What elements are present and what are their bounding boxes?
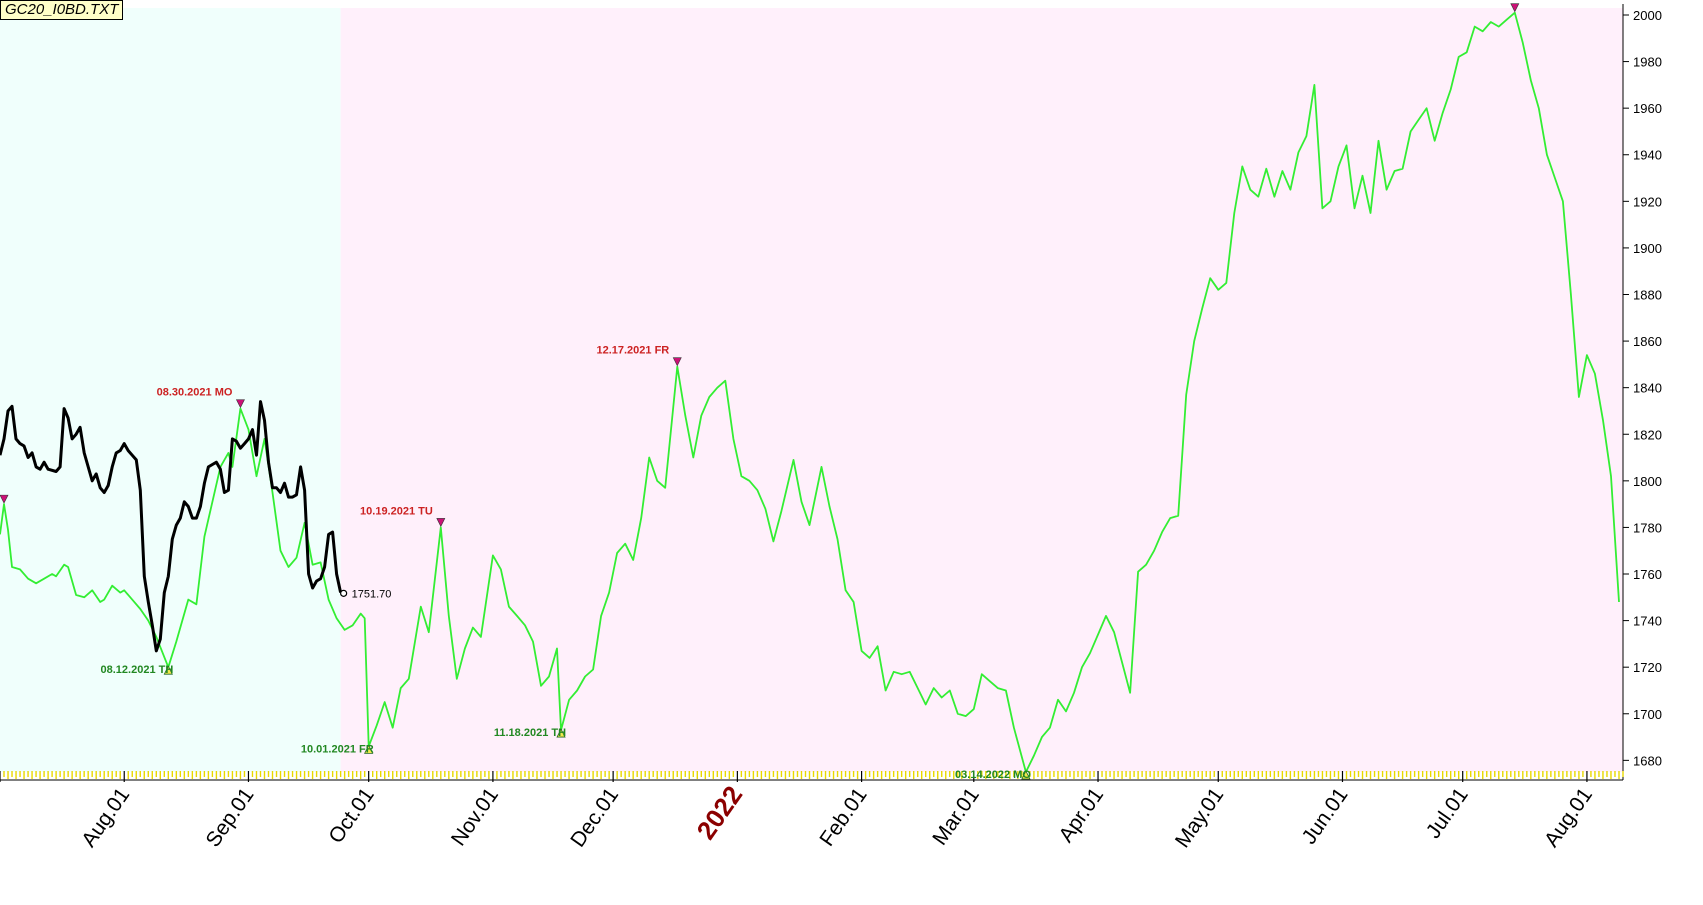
y-tick-label: 1700 xyxy=(1633,707,1662,722)
turning-high-marker xyxy=(672,357,682,367)
history-background xyxy=(0,8,341,772)
turning-high-label: 10.19.2021 TU xyxy=(360,505,433,517)
turning-high-label: 12.17.2021 FR xyxy=(596,345,669,357)
x-tick-label: May.01 xyxy=(1171,784,1228,852)
y-tick-label: 1720 xyxy=(1633,660,1662,675)
y-tick-label: 1880 xyxy=(1633,288,1662,303)
y-tick-label: 1760 xyxy=(1633,567,1662,582)
x-tick-label: Jun.01 xyxy=(1298,784,1353,849)
turning-low-label: 11.18.2021 TH xyxy=(494,727,566,739)
last-value-label: 1751.70 xyxy=(352,588,392,600)
y-tick-label: 1860 xyxy=(1633,334,1662,349)
x-tick-label: Feb.01 xyxy=(815,784,871,851)
chart-title: GC20_I0BD.TXT xyxy=(0,0,124,20)
y-tick-label: 1920 xyxy=(1633,194,1662,209)
turning-low-marker xyxy=(364,744,374,754)
turning-high-marker xyxy=(0,494,9,504)
last-value-marker xyxy=(340,589,348,597)
y-tick-label: 1960 xyxy=(1633,101,1662,116)
x-tick-label: Oct.01 xyxy=(324,784,378,848)
y-tick-label: 1980 xyxy=(1633,55,1662,70)
turning-high-label: 08.30.2021 MO xyxy=(157,387,233,399)
x-tick-label: Apr.01 xyxy=(1054,784,1108,847)
x-tick-label: Aug.01 xyxy=(1540,784,1597,852)
turning-low-label: 10.01.2021 FR xyxy=(301,743,374,755)
y-tick-label: 1680 xyxy=(1633,753,1662,768)
turning-high-marker xyxy=(1510,3,1520,13)
y-tick-label: 1820 xyxy=(1633,427,1662,442)
turning-high-label: 07.14.2022 TH xyxy=(1434,0,1507,3)
y-tick-label: 1800 xyxy=(1633,474,1662,489)
x-tick-label: Aug.01 xyxy=(77,784,134,852)
y-tick-label: 1840 xyxy=(1633,381,1662,396)
y-tick-label: 1740 xyxy=(1633,614,1662,629)
turning-low-marker xyxy=(163,665,173,675)
turning-high-marker xyxy=(436,518,446,528)
turning-low-marker xyxy=(556,728,566,738)
x-tick-label: 2022 xyxy=(691,780,749,845)
x-tick-label: Nov.01 xyxy=(447,784,503,850)
turning-low-label: 03.14.2022 MO xyxy=(955,769,1031,781)
x-tick-label: Sep.01 xyxy=(202,784,259,852)
x-tick-label: Dec.01 xyxy=(566,784,623,852)
y-tick-label: 2000 xyxy=(1633,8,1662,23)
x-tick-label: Mar.01 xyxy=(928,784,984,850)
actual-price-line xyxy=(0,400,343,653)
x-axis-band xyxy=(0,771,1624,782)
y-tick-label: 1900 xyxy=(1633,241,1662,256)
y-tick-label: 1780 xyxy=(1633,520,1662,535)
turning-high-marker xyxy=(235,399,245,409)
turning-low-marker xyxy=(1021,770,1031,780)
projection-line xyxy=(0,11,1620,773)
y-tick-label: 1940 xyxy=(1633,148,1662,163)
x-tick-label: Jul.01 xyxy=(1422,784,1473,843)
turning-low-label: 08.12.2021 TH xyxy=(101,664,174,676)
